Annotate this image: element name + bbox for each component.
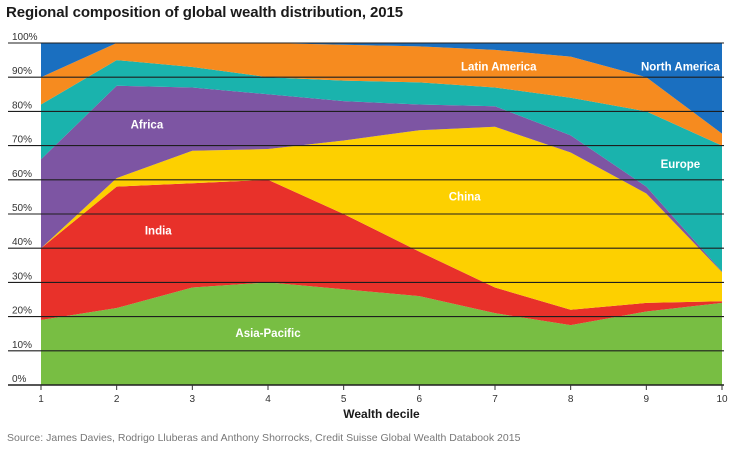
area-latin-america (41, 43, 722, 146)
x-tick-label: 2 (114, 394, 120, 405)
y-axis: 0% 10% 20% 30% 40% 50% 60% 70% 80% 90% 100% (12, 32, 38, 385)
y-tick-label: 30% (12, 271, 32, 282)
area-africa (41, 85, 722, 273)
x-tick-label: 8 (568, 394, 574, 405)
area-label-north-america: North America (641, 61, 720, 73)
area-asia-pacific (41, 282, 722, 385)
area-label-china: China (449, 191, 482, 203)
area-label-latin-america: Latin America (461, 61, 537, 73)
x-tick-label: 5 (341, 394, 347, 405)
x-tick-label: 4 (265, 394, 271, 405)
area-label-africa: Africa (131, 120, 164, 132)
gridline-layer (8, 42, 724, 386)
area-india (41, 179, 722, 326)
x-tick-label: 9 (644, 394, 650, 405)
y-tick-label: 40% (12, 237, 32, 248)
y-tick-label: 50% (12, 203, 32, 214)
area-label-layer: Asia-Pacific India China Africa Europe Latin … (131, 61, 721, 340)
x-axis-title: Wealth decile (343, 407, 420, 421)
area-europe (41, 60, 722, 272)
y-tick-label: 100% (12, 32, 38, 43)
y-tick-label: 0% (12, 374, 27, 385)
chart-title: Regional composition of global wealth di… (6, 4, 403, 21)
source-note: Source: James Davies, Rodrigo Lluberas a… (7, 432, 521, 444)
x-axis: 1 2 3 4 5 6 7 8 9 10 (38, 385, 728, 405)
y-tick-label: 70% (12, 135, 32, 146)
y-tick-label: 80% (12, 100, 32, 111)
area-china (41, 126, 722, 310)
area-layer (41, 43, 722, 385)
y-tick-label: 90% (12, 66, 32, 77)
y-tick-label: 10% (12, 340, 32, 351)
x-tick-label: 7 (492, 394, 498, 405)
area-label-europe: Europe (661, 159, 701, 171)
area-label-india: India (145, 226, 172, 238)
x-tick-label: 3 (190, 394, 196, 405)
y-tick-label: 60% (12, 169, 32, 180)
x-tick-label: 10 (716, 394, 728, 405)
x-tick-label: 6 (417, 394, 423, 405)
area-label-asia-pacific: Asia-Pacific (235, 328, 301, 340)
area-north-america (41, 43, 722, 134)
y-tick-label: 20% (12, 306, 32, 317)
x-tick-label: 1 (38, 394, 44, 405)
